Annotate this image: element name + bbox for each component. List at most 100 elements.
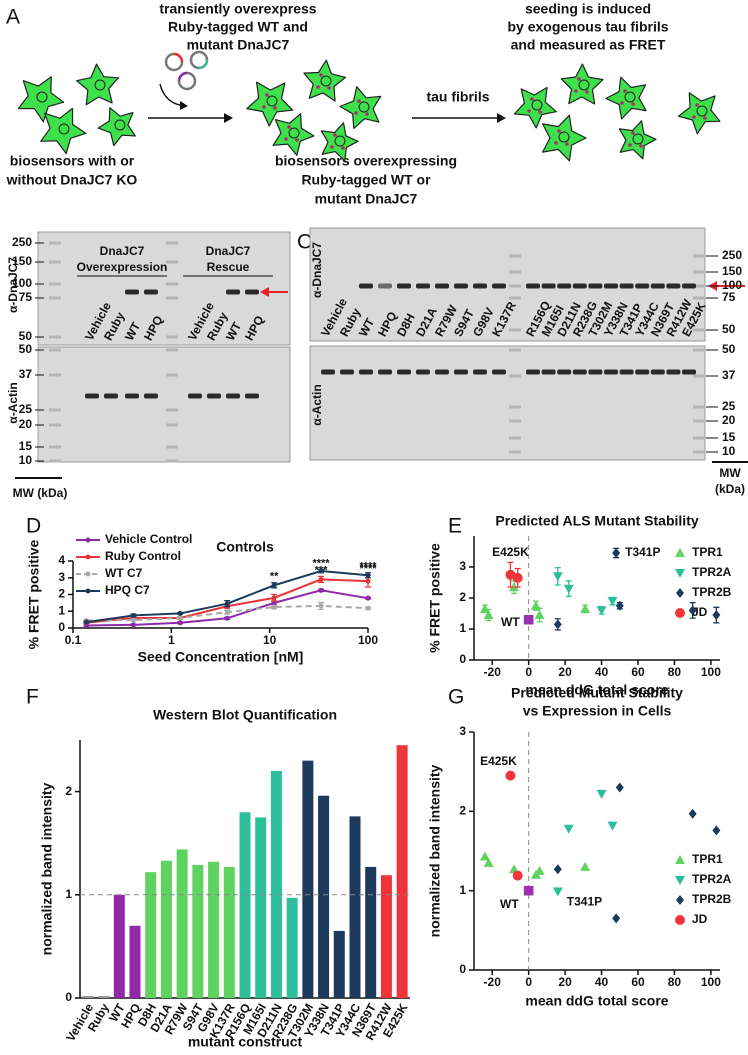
ladder-band <box>693 328 705 332</box>
x-axis-title: Seed Concentration [nM] <box>138 649 304 665</box>
blot <box>309 345 706 461</box>
cell <box>560 63 604 105</box>
band <box>359 369 373 375</box>
point <box>534 865 545 875</box>
y-tick-label: 0 <box>65 990 72 1004</box>
point <box>271 595 277 601</box>
legend-label: Vehicle Control <box>105 532 192 546</box>
point <box>615 782 624 793</box>
ruby-dot <box>628 143 632 147</box>
mw-label: 20 <box>19 417 33 431</box>
x-tick-label: 60 <box>631 975 645 989</box>
nucleus <box>114 119 126 131</box>
y-tick-label: 1 <box>58 603 65 617</box>
band <box>226 393 240 399</box>
point <box>318 587 324 593</box>
y-tick-label: 2 <box>58 587 65 601</box>
y-tick-label: 3 <box>459 724 466 738</box>
y-axis-title: normalized band intensity <box>427 764 443 937</box>
x-tick-label: 10 <box>263 633 277 647</box>
mw-title: (kDa) <box>715 482 745 496</box>
point <box>512 870 523 881</box>
point <box>688 808 697 819</box>
y-tick-label: 1 <box>65 887 72 901</box>
ladder-band <box>166 348 178 352</box>
band <box>188 393 202 399</box>
antibody-label: α-Actin <box>6 382 20 423</box>
point <box>365 605 371 611</box>
band <box>526 369 540 375</box>
x-tick-label: 100 <box>701 975 721 989</box>
mw-label: 25 <box>722 399 736 413</box>
legend-label: TPR1 <box>692 545 723 559</box>
point-label: WT <box>500 897 519 911</box>
ladder-band <box>49 423 61 427</box>
band <box>104 393 118 399</box>
point <box>712 610 721 621</box>
schematic-text: transiently overexpress <box>159 1 316 17</box>
point <box>512 572 523 583</box>
ruby-dot <box>330 145 334 149</box>
band <box>435 283 449 289</box>
ladder-band <box>166 282 178 286</box>
point-label: WT <box>501 615 520 629</box>
mw-label: 250 <box>12 235 32 249</box>
band <box>588 283 603 289</box>
ladder-band <box>509 328 521 332</box>
cell <box>272 113 315 156</box>
legend-marker <box>675 855 685 864</box>
nucleus <box>320 75 332 87</box>
point-label: E425K <box>492 545 529 559</box>
ruby-dot <box>554 141 558 145</box>
ladder-band <box>166 335 178 339</box>
legend-marker <box>675 915 685 925</box>
mw-label: 10 <box>19 453 33 467</box>
band <box>207 393 221 399</box>
mw-label: 10 <box>722 444 736 458</box>
point <box>534 610 545 620</box>
ladder-band <box>166 408 178 412</box>
nucleus <box>696 105 708 117</box>
ruby-dot <box>365 112 369 116</box>
mw-title: MW <box>719 466 741 480</box>
mw-label: 50 <box>722 322 736 336</box>
ladder-band <box>509 419 521 423</box>
bar <box>333 930 345 998</box>
band <box>604 283 618 289</box>
point <box>553 619 562 630</box>
band <box>226 289 240 295</box>
mw-label: 250 <box>722 248 742 262</box>
x-axis-title: mutant construct <box>188 1034 303 1050</box>
mw-label: 20 <box>722 413 736 427</box>
mw-label: 15 <box>722 430 736 444</box>
legend-marker <box>85 537 91 543</box>
reference-point <box>523 885 534 896</box>
schematic-text: seeding is induced <box>525 1 651 17</box>
bar <box>82 995 94 998</box>
ladder-band <box>49 373 61 377</box>
band <box>619 283 634 289</box>
schematic-text: Ruby-tagged WT or <box>301 172 431 188</box>
band <box>473 369 487 375</box>
arrow-label: tau fibrils <box>426 89 489 105</box>
cell <box>605 76 647 120</box>
ladder-band <box>166 241 178 245</box>
bar <box>145 872 157 998</box>
point <box>596 606 607 616</box>
band <box>682 283 696 289</box>
point <box>271 604 277 610</box>
panel-letter: F <box>26 686 39 709</box>
nucleus <box>288 127 300 139</box>
mw-label: 25 <box>19 402 33 416</box>
band <box>340 369 354 375</box>
point <box>318 576 324 582</box>
band <box>650 283 665 289</box>
ladder-band <box>166 373 178 377</box>
ladder-band <box>693 270 705 274</box>
legend-label: Ruby Control <box>105 549 181 563</box>
panel-letter: G <box>448 686 464 709</box>
point <box>615 600 624 611</box>
mw-label: 50 <box>19 329 33 343</box>
ladder-band <box>693 419 705 423</box>
point <box>688 605 697 616</box>
